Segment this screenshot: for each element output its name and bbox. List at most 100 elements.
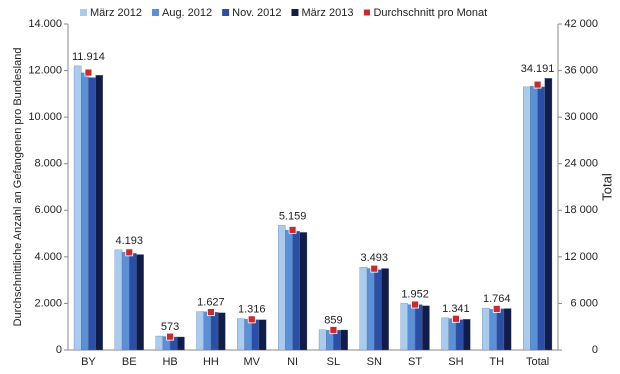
bar <box>196 311 204 351</box>
legend-label: Aug. 2012 <box>162 7 212 19</box>
marker <box>166 332 174 341</box>
value-label: 1.341 <box>442 303 470 315</box>
legend-swatch <box>362 8 371 17</box>
bar <box>537 86 545 351</box>
x-tick-label: SH <box>448 356 463 368</box>
y2-tick-label: 30 000 <box>564 111 598 123</box>
x-tick-label: Total <box>526 356 549 368</box>
value-label: 1.764 <box>483 293 511 305</box>
bar <box>88 77 96 351</box>
bar <box>155 335 164 351</box>
bar <box>299 232 308 351</box>
bar <box>73 65 82 351</box>
bar <box>496 308 505 351</box>
value-label: 573 <box>161 321 179 333</box>
marker <box>84 68 93 77</box>
legend-label: März 2012 <box>90 7 142 19</box>
y-tick-label: 6.000 <box>34 204 62 216</box>
value-label: 3.493 <box>360 252 388 264</box>
marker <box>247 315 256 324</box>
bar <box>503 308 512 351</box>
bar <box>407 304 416 351</box>
bar <box>318 329 327 351</box>
y-tick-label: 4.000 <box>34 251 62 263</box>
y2-tick-label: 24 000 <box>564 158 598 170</box>
bar <box>258 319 267 351</box>
x-tick-label: NI <box>287 356 298 368</box>
bar <box>203 311 212 351</box>
value-label: 1.952 <box>401 288 429 300</box>
legend-label: Nov. 2012 <box>232 7 281 19</box>
value-label: 5.159 <box>279 210 307 222</box>
legend-swatch <box>222 9 230 16</box>
bar <box>121 252 130 351</box>
x-tick-label: TH <box>489 356 504 368</box>
bar <box>381 268 389 351</box>
bar <box>251 319 260 351</box>
y2-axis-title: Total <box>599 173 614 201</box>
bar <box>462 319 471 351</box>
y-tick-label: 2.000 <box>34 297 62 309</box>
bar <box>136 254 144 351</box>
y-tick-label: 10.000 <box>28 111 62 123</box>
bar <box>422 305 430 351</box>
y-tick-label: 14.000 <box>28 18 62 30</box>
x-tick-label: BE <box>122 356 137 368</box>
bar <box>455 319 464 351</box>
marker <box>329 326 338 334</box>
marker <box>452 314 460 323</box>
bar <box>81 72 89 351</box>
bar <box>237 318 245 351</box>
value-label: 34.191 <box>521 63 555 75</box>
bar <box>366 268 375 351</box>
marker <box>533 80 542 89</box>
value-label: 1.316 <box>238 303 266 315</box>
x-tick-label: BY <box>81 356 96 368</box>
x-tick-label: ST <box>408 356 422 368</box>
bar <box>441 317 449 351</box>
bar <box>285 229 293 351</box>
marker <box>370 264 379 273</box>
marker <box>288 225 297 234</box>
legend-label: Durchschnitt pro Monat <box>373 7 487 19</box>
x-tick-label: MV <box>244 356 261 368</box>
y-tick-label: 12.000 <box>28 64 62 76</box>
marker <box>492 305 501 313</box>
bar <box>292 231 300 351</box>
x-tick-label: HH <box>203 356 219 368</box>
y2-tick-label: 6 000 <box>570 297 598 309</box>
bar <box>244 319 252 351</box>
bar <box>217 312 226 351</box>
bar <box>482 307 490 351</box>
bar <box>278 225 286 351</box>
bar <box>340 329 348 351</box>
bar <box>448 318 457 351</box>
marker <box>125 248 134 257</box>
bar <box>414 304 423 351</box>
bar <box>489 309 497 351</box>
x-tick-label: SN <box>367 356 382 368</box>
bar <box>95 75 103 351</box>
legend-swatch <box>80 9 87 16</box>
bar <box>177 336 185 351</box>
bar <box>114 249 123 351</box>
value-label: 11.914 <box>72 51 105 63</box>
legend-swatch <box>291 9 299 16</box>
bar <box>544 78 553 351</box>
value-label: 1.627 <box>197 296 225 308</box>
bar <box>210 312 219 351</box>
y-axis-title: Durchschnittliche Anzahl an Gefangenen p… <box>12 48 24 327</box>
bar <box>400 303 409 351</box>
y2-tick-label: 42 000 <box>564 18 598 30</box>
legend-label: März 2013 <box>301 7 353 19</box>
y2-tick-label: 18 000 <box>564 204 598 216</box>
y-tick-label: 8.000 <box>34 158 62 170</box>
y2-tick-label: 0 <box>592 344 598 356</box>
bar <box>359 267 368 351</box>
bar <box>129 253 137 351</box>
legend-swatch <box>151 9 159 16</box>
x-tick-label: SL <box>327 356 340 368</box>
y2-tick-label: 36 000 <box>564 64 598 76</box>
y-tick-label: 0 <box>56 344 62 356</box>
